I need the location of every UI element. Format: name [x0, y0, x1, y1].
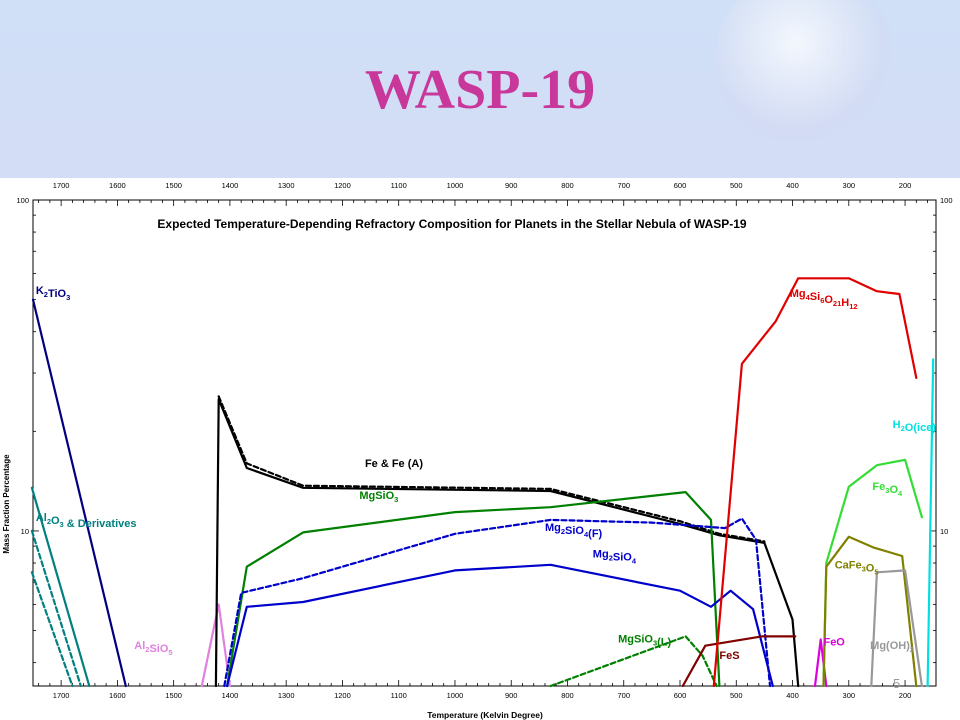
series-line-mg2sio4 [226, 563, 774, 688]
series-label: Fe3O4 [872, 481, 903, 498]
series-line-dashed-variant [30, 529, 82, 688]
chart-panel: 1700 1700 1600 1600 1500 1500 1400 1400 1300 1300… [0, 178, 960, 720]
plot-frame [32, 199, 937, 687]
series-label: Mg2SiO4(F) [545, 522, 603, 540]
x-tick-label-top: 1500 [165, 181, 182, 190]
series-line-h2o-ice [926, 358, 935, 688]
x-tick-label-bottom: 700 [617, 691, 630, 700]
series-line-cafe3o5 [822, 535, 918, 688]
series-line-mg4si6o21h12 [712, 277, 918, 688]
x-tick-label-top: 1000 [447, 181, 464, 190]
series-label: MgSiO3 [359, 490, 398, 504]
x-tick-label-bottom: 200 [899, 691, 912, 700]
x-tick-label-bottom: 1500 [165, 691, 182, 700]
slide-title: WASP-19 [364, 59, 596, 121]
x-tick-label-top: 200 [899, 181, 912, 190]
x-tick-label-bottom: 1700 [53, 691, 70, 700]
x-tick-label-bottom: 300 [843, 691, 856, 700]
series-line-dashed-variant [217, 395, 766, 543]
series-line-mg2sio4-f [223, 517, 772, 688]
series-line-fe-fe-a [214, 398, 800, 688]
x-tick-label-bottom: 600 [674, 691, 687, 700]
x-tick-label-bottom: 1000 [447, 691, 464, 700]
series-label: Mg(OH)2 [870, 640, 914, 654]
series-label: CaFe3O5 [835, 560, 879, 577]
series-label: FeO [823, 637, 845, 649]
x-tick-label-top: 1600 [109, 181, 126, 190]
series-line-k2tio3 [31, 298, 127, 688]
series-line-fes [681, 635, 797, 688]
series-label: MgSiO3(L) [618, 634, 671, 649]
x-tick-label-top: 1200 [334, 181, 351, 190]
y-axis-label: Mass Fraction Percentage [2, 454, 11, 554]
x-tick-label-top: 500 [730, 181, 743, 190]
x-tick-label-bottom: 1600 [109, 691, 126, 700]
series-label: Al2SiO5 [134, 640, 172, 657]
series-line-mg-oh-2 [870, 569, 924, 688]
x-axis-label: Temperature (Kelvin Degree) [427, 710, 543, 720]
x-tick-label-top: 1100 [391, 181, 407, 190]
x-tick-label-top: 900 [505, 181, 518, 190]
y-tick-label-right: 100 [940, 196, 953, 205]
series-label: Mg4Si6O21H12 [790, 288, 858, 311]
series-label: K2TiO3 [36, 285, 70, 302]
page-number: 5 [893, 676, 901, 691]
y-tick-label-right: 10 [940, 527, 948, 536]
x-tick-label-top: 300 [843, 181, 856, 190]
x-tick-label-bottom: 500 [730, 691, 743, 700]
series-line-al2sio5 [200, 603, 231, 688]
x-tick-label-top: 1700 [53, 181, 70, 190]
series-line-mgsio3 [226, 491, 721, 688]
series-line-al2o3-derivatives [30, 486, 91, 688]
moon-decoration [715, 0, 895, 150]
x-tick-label-bottom: 400 [786, 691, 799, 700]
x-tick-label-bottom: 900 [505, 691, 518, 700]
series-label: Al2O3 & Derivatives [36, 512, 137, 530]
series-label: Fe & Fe (A) [365, 458, 423, 470]
y-tick-label-left: 10 [21, 527, 29, 536]
x-tick-label-bottom: 1300 [278, 691, 295, 700]
series-label: H2O(ice) [893, 419, 937, 434]
series-label: FeS [719, 650, 739, 662]
x-tick-label-top: 600 [674, 181, 687, 190]
series-label: Mg2SiO4 [593, 549, 637, 566]
chart-svg: 1700 1700 1600 1600 1500 1500 1400 1400 1300 1300… [2, 181, 953, 720]
x-tick-label-top: 1300 [278, 181, 295, 190]
x-tick-label-top: 1400 [222, 181, 239, 190]
series-line-mgsio3-l [549, 635, 718, 688]
x-tick-label-bottom: 1100 [391, 691, 407, 700]
x-tick-label-top: 700 [617, 181, 630, 190]
series-line-dashed-variant [30, 571, 74, 688]
chart-title: Expected Temperature-Depending Refractor… [157, 217, 747, 231]
x-tick-label-top: 400 [786, 181, 799, 190]
x-tick-label-bottom: 1200 [334, 691, 351, 700]
x-tick-label-bottom: 1400 [222, 691, 239, 700]
x-tick-label-bottom: 800 [561, 691, 574, 700]
x-tick-label-top: 800 [561, 181, 574, 190]
y-tick-label-left: 100 [16, 196, 29, 205]
